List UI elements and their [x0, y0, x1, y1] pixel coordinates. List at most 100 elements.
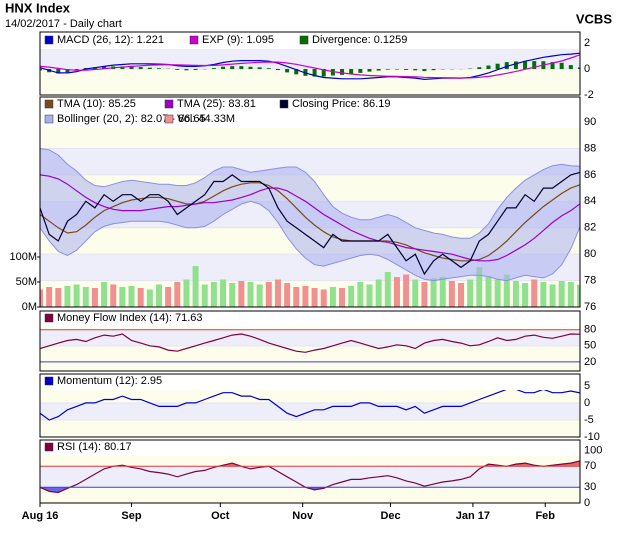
- volume-bar: [55, 288, 61, 307]
- y2-tick-label: 50M: [16, 276, 37, 288]
- divergence-bar: [285, 69, 289, 72]
- divergence-bar: [560, 63, 564, 69]
- divergence-bar: [349, 69, 353, 74]
- divergence-bar: [212, 68, 216, 69]
- volume-bar: [403, 275, 409, 308]
- volume-bar: [513, 281, 519, 307]
- volume-bar: [211, 282, 217, 307]
- y-tick-label: 84: [584, 195, 596, 207]
- divergence-bar: [386, 69, 390, 70]
- volume-bar: [193, 266, 199, 307]
- legend-swatch: [45, 314, 53, 322]
- divergence-bar: [395, 69, 399, 70]
- volume-bar: [238, 281, 244, 307]
- volume-bar: [339, 288, 345, 307]
- divergence-bar: [276, 69, 280, 70]
- volume-bar: [366, 285, 372, 308]
- legend-swatch: [300, 36, 308, 44]
- legend-label: TMA (10): 85.25: [57, 98, 136, 110]
- volume-bar: [156, 285, 162, 308]
- volume-bar: [421, 282, 427, 307]
- volume-bar: [293, 287, 299, 307]
- x-tick-label: Oct: [211, 510, 230, 522]
- divergence-bar: [514, 61, 518, 69]
- y-tick-label: -2: [584, 89, 594, 101]
- volume-bar: [302, 286, 308, 307]
- stripe: [40, 149, 580, 175]
- divergence-bar: [404, 69, 408, 70]
- volume-bar: [467, 280, 473, 308]
- stripe: [40, 466, 580, 487]
- divergence-bar: [175, 69, 179, 70]
- source: VCBS: [576, 11, 612, 26]
- volume-bar: [431, 278, 437, 307]
- volume-bar: [147, 290, 153, 308]
- volume-bar: [165, 287, 171, 307]
- x-tick-label: Feb: [535, 510, 555, 522]
- y-tick-label: 76: [584, 301, 596, 313]
- divergence-bar: [422, 69, 426, 71]
- volume-bar: [119, 287, 125, 307]
- divergence-bar: [569, 65, 573, 69]
- y-tick-label: 82: [584, 222, 596, 234]
- divergence-bar: [358, 69, 362, 73]
- volume-bar: [321, 290, 327, 308]
- divergence-bar: [496, 64, 500, 69]
- legend-swatch: [190, 36, 198, 44]
- legend-label: EXP (9): 1.095: [202, 34, 274, 46]
- y-tick-label: 78: [584, 274, 596, 286]
- y-tick-label: -5: [584, 414, 594, 426]
- volume-bar: [440, 277, 446, 307]
- divergence-bar: [221, 67, 225, 69]
- volume-bar: [540, 282, 546, 307]
- y-tick-label: 100: [584, 444, 602, 456]
- chart-subtitle: 14/02/2017 - Daily chart: [5, 18, 122, 30]
- divergence-bar: [340, 69, 344, 75]
- volume-bar: [129, 286, 135, 307]
- volume-bar: [550, 285, 556, 308]
- divergence-bar: [367, 69, 371, 72]
- y2-tick-label: 100M: [9, 251, 37, 263]
- volume-bar: [458, 283, 464, 307]
- divergence-bar: [432, 69, 436, 70]
- volume-bar: [74, 285, 80, 308]
- legend-label: Money Flow Index (14): 71.63: [57, 312, 203, 324]
- divergence-bar: [230, 66, 234, 69]
- volume-bar: [138, 288, 144, 307]
- legend-label: TMA (25): 83.81: [177, 98, 256, 110]
- divergence-bar: [477, 67, 481, 69]
- legend-label: Vol: 44.33M: [177, 113, 235, 125]
- volume-bar: [46, 287, 52, 307]
- legend-swatch: [165, 115, 173, 123]
- y-tick-label: 90: [584, 116, 596, 128]
- legend-swatch: [45, 100, 53, 108]
- volume-bar: [312, 288, 318, 307]
- legend-swatch: [45, 36, 53, 44]
- y-tick-label: 70: [584, 460, 596, 472]
- volume-bar: [385, 272, 391, 307]
- volume-bar: [202, 285, 208, 308]
- volume-bar: [522, 283, 528, 307]
- x-tick-label: Sep: [121, 510, 141, 522]
- x-tick-label: Jan 17: [456, 510, 490, 522]
- legend-label: Closing Price: 86.19: [292, 98, 390, 110]
- divergence-bar: [157, 68, 161, 69]
- volume-bar: [174, 282, 180, 307]
- volume-bar: [275, 280, 281, 308]
- volume-bar: [64, 286, 70, 307]
- y-tick-label: -10: [584, 431, 600, 443]
- divergence-bar: [267, 68, 271, 69]
- x-tick-label: Aug 16: [22, 510, 59, 522]
- divergence-bar: [249, 67, 253, 69]
- legend-swatch: [280, 100, 288, 108]
- volume-bar: [284, 283, 290, 307]
- volume-bar: [92, 288, 98, 307]
- volume-bar: [357, 282, 363, 307]
- y-tick-label: 30: [584, 481, 596, 493]
- volume-bar: [266, 282, 272, 307]
- divergence-bar: [148, 68, 152, 69]
- divergence-bar: [239, 66, 243, 69]
- volume-bar: [248, 282, 254, 307]
- y2-tick-label: 0M: [22, 301, 37, 313]
